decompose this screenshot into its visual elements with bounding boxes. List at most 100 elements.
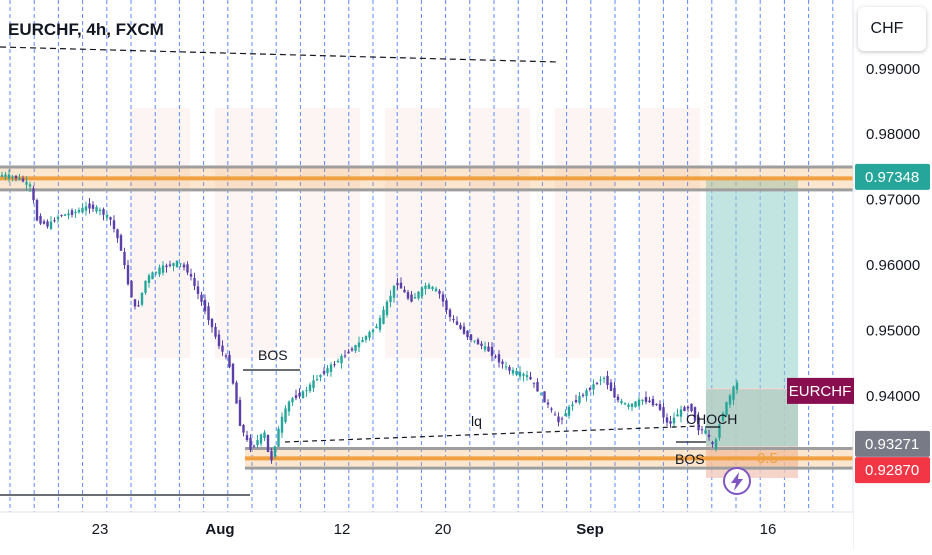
candle-body [266,434,270,452]
candle-body [385,301,389,315]
candle-body [77,210,81,213]
candle-body [389,295,392,303]
price-tag [855,163,930,190]
candle-body [238,399,242,426]
candle-body [301,391,305,398]
x-tick-label: Sep [576,521,604,538]
candle-body [84,206,88,211]
candle-body [168,264,172,266]
currency-button[interactable]: CHF [858,7,926,51]
candle-body [476,339,480,345]
candle-body [690,403,693,412]
candle-body [105,214,109,218]
candle-body [25,181,28,185]
candle-body [490,346,494,356]
candle-body [88,203,91,209]
candle-body [420,287,424,297]
candle-body [564,413,567,417]
candle-body [81,207,84,213]
fib-level-label: 0.5 [757,450,778,467]
candle-body [732,386,735,400]
candle-body [620,400,623,404]
candle-body [322,371,326,374]
candle-body [123,251,126,266]
liquidity-label: lq [471,413,482,429]
candle-body [382,309,385,324]
candle-body [172,263,175,267]
candle-body [546,402,550,405]
candle-body [693,407,697,421]
candle-body [550,408,553,410]
symbol-price-tag-text: EURCHF [789,383,852,400]
candle-body [651,398,655,406]
price-tag-text: 0.93271 [865,436,919,453]
candle-body [466,330,469,338]
candle-body [280,416,284,433]
candle-body [214,326,217,337]
candle-body [347,351,350,354]
candle-body [592,384,595,390]
candle-body [333,364,336,366]
candle-body [112,220,116,229]
candle-body [49,221,53,229]
candle-body [256,440,259,446]
candle-body [137,305,140,307]
candle-body [249,437,252,450]
candle-body [469,334,473,341]
candle-body [357,342,361,348]
candle-body [98,209,102,212]
candle-body [441,294,445,302]
candle-body [630,403,634,408]
candle-body [452,318,455,321]
candle-body [700,429,704,431]
price-tag [855,430,930,457]
candle-body [588,387,592,390]
candle-body [32,188,35,201]
candle-body [350,348,354,351]
candle-body [553,414,557,416]
x-tick-label: 16 [760,521,777,538]
candle-body [595,382,599,384]
candle-body [560,418,564,420]
candle-body [200,294,203,302]
candle-body [658,404,662,410]
candle-body [95,207,98,212]
candle-body [725,402,728,416]
time-axis-bg [0,512,853,550]
candle-body [161,265,165,273]
watermark-block [300,108,360,358]
candle-body [536,382,539,392]
watermark-block [640,108,700,358]
candle-body [263,432,266,439]
x-tick-label: 12 [334,521,351,538]
candle-body [235,382,238,404]
candle-body [714,439,718,449]
candle-body [557,416,560,423]
candle-body [665,417,669,423]
candle-body [361,340,364,343]
candle-body [343,355,347,357]
candle-body [56,216,60,219]
candle-body [392,285,396,298]
grid-layer [9,0,834,512]
candle-body [63,214,67,216]
candle-body [28,184,32,187]
lightning-icon[interactable] [731,472,743,491]
candle-body [154,271,158,273]
candle-body [707,434,711,437]
candle-body [567,406,571,416]
candle-body [473,340,476,342]
candle-body [130,280,133,298]
liquidity-line [284,425,701,443]
candle-body [525,375,529,377]
candle-body [711,442,714,445]
candle-body [511,369,515,374]
candle-body [459,324,462,329]
candle-body [462,326,466,334]
candle-body [186,264,189,273]
candle-body [641,399,644,402]
candle-body [182,264,186,268]
candle-body [39,215,42,224]
candle-body [315,378,319,380]
